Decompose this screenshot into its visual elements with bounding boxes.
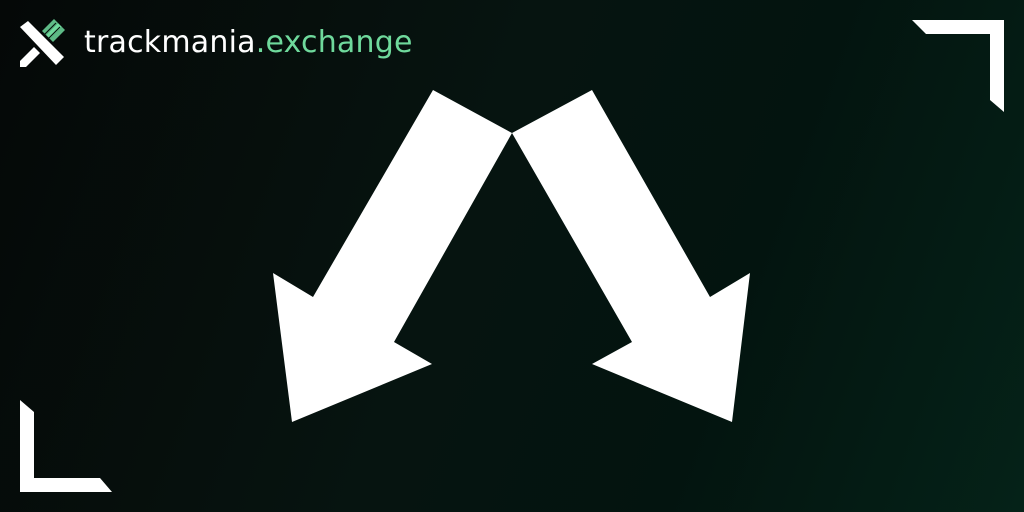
brand-name-dot: . [255,25,266,60]
brand-name-main: trackmania [84,25,256,60]
arrow-down-right-icon [512,90,750,422]
arrow-down-left-icon [273,90,512,422]
tmx-x-logo-icon [20,19,65,67]
corner-bracket-bottom-left-icon [20,400,112,492]
brand-name-accent: exchange [265,25,413,60]
brand-header[interactable]: trackmania.exchange [18,18,413,68]
corner-bracket-top-right-icon [912,20,1004,112]
brand-wordmark: trackmania.exchange [84,28,413,58]
